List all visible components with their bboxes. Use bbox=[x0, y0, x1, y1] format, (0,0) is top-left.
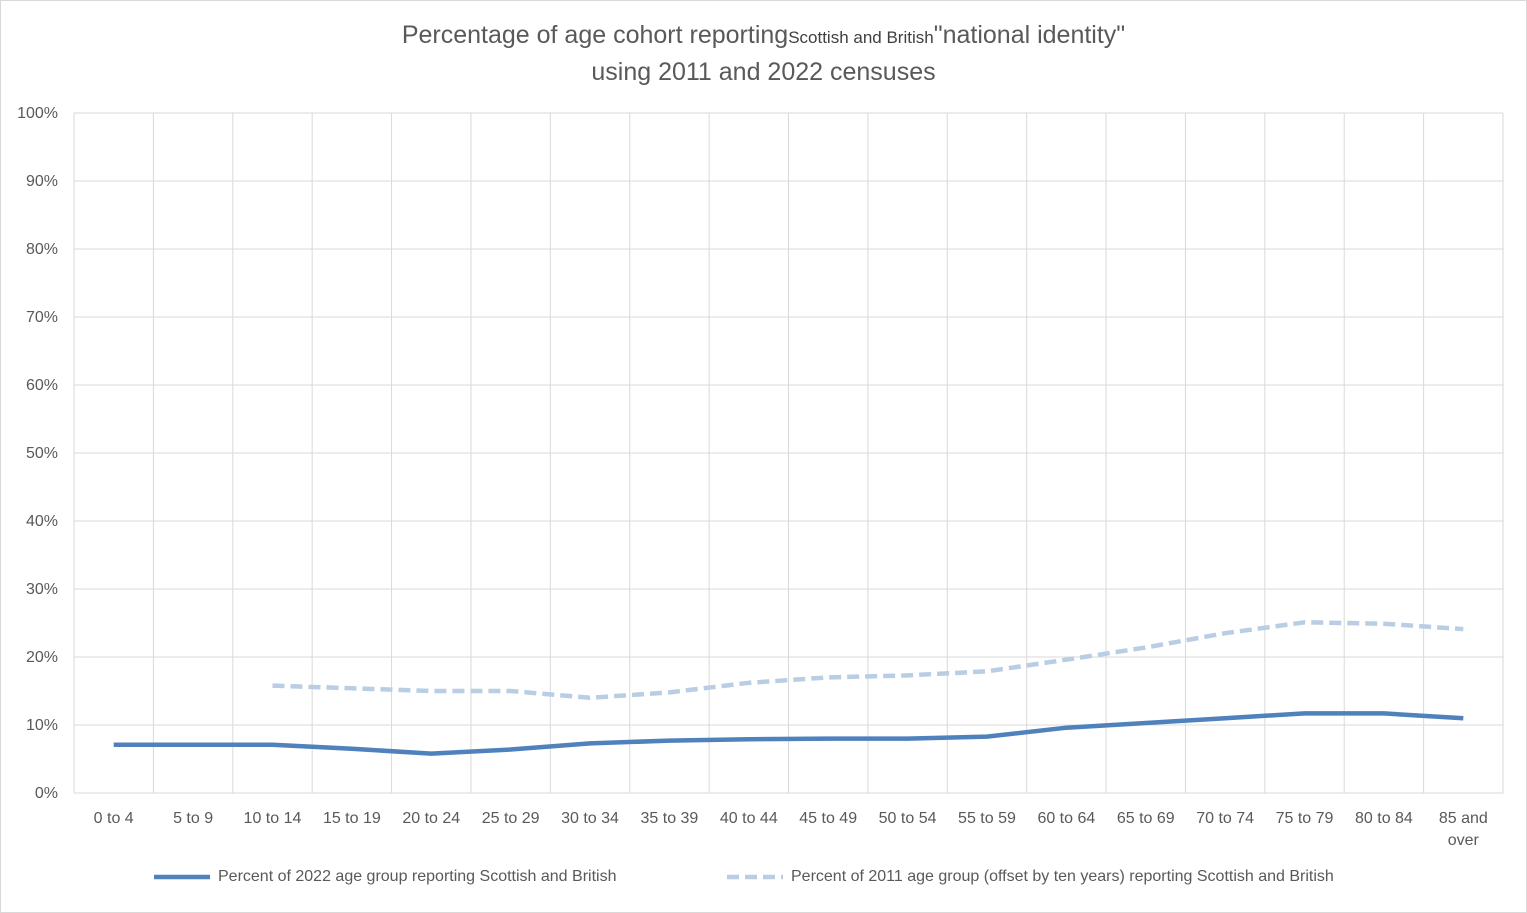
x-tick-label: 40 to 44 bbox=[720, 810, 778, 827]
y-tick-label: 30% bbox=[26, 581, 58, 598]
chart-title-part2: Scottish and British bbox=[788, 28, 934, 47]
y-tick-label: 50% bbox=[26, 445, 58, 462]
x-tick-label: 10 to 14 bbox=[244, 810, 302, 827]
x-tick-label: 65 to 69 bbox=[1117, 810, 1175, 827]
y-tick-label: 20% bbox=[26, 649, 58, 666]
chart-title: Percentage of age cohort reportingScotti… bbox=[0, 18, 1527, 90]
x-tick-label: 35 to 39 bbox=[641, 810, 699, 827]
y-tick-label: 80% bbox=[26, 241, 58, 258]
x-tick-label: 75 to 79 bbox=[1276, 810, 1334, 827]
chart-title-line1: Percentage of age cohort reportingScotti… bbox=[0, 18, 1527, 55]
chart-title-part3: "national identity" bbox=[933, 21, 1126, 49]
gridlines bbox=[73, 112, 1504, 794]
legend-label-2022: Percent of 2022 age group reporting Scot… bbox=[218, 868, 617, 885]
x-tick-label: 70 to 74 bbox=[1196, 810, 1254, 827]
y-tick-label: 60% bbox=[26, 377, 58, 394]
x-tick-label: 0 to 4 bbox=[94, 810, 134, 827]
x-tick-label: 25 to 29 bbox=[482, 810, 540, 827]
x-tick-label: 15 to 19 bbox=[323, 810, 381, 827]
x-tick-label: 60 to 64 bbox=[1037, 810, 1095, 827]
legend-swatch-dashed bbox=[727, 872, 783, 882]
legend-swatch-solid bbox=[154, 872, 210, 882]
y-axis-tick-labels: 0% 10% 20% 30% 40% 50% 60% 70% 80% 90% 100% bbox=[17, 105, 58, 802]
y-tick-label: 100% bbox=[17, 105, 58, 122]
chart-title-line2: using 2011 and 2022 censuses bbox=[591, 58, 936, 86]
x-tick-label: 80 to 84 bbox=[1355, 810, 1413, 827]
series-lines bbox=[113, 620, 1464, 756]
chart-title-part1: Percentage of age cohort reporting bbox=[401, 21, 789, 49]
y-tick-label: 0% bbox=[35, 785, 58, 802]
y-tick-label: 40% bbox=[26, 513, 58, 530]
x-tick-label: 45 to 49 bbox=[799, 810, 857, 827]
x-tick-label: 50 to 54 bbox=[879, 810, 937, 827]
y-tick-label: 10% bbox=[26, 717, 58, 734]
x-tick-label: 85 and over bbox=[1439, 810, 1488, 849]
series-line-2011 bbox=[272, 620, 1464, 701]
legend-label-2011: Percent of 2011 age group (offset by ten… bbox=[791, 868, 1334, 885]
legend-item-2011: Percent of 2011 age group (offset by ten… bbox=[727, 868, 1334, 886]
y-tick-label: 90% bbox=[26, 173, 58, 190]
x-tick-label: 20 to 24 bbox=[402, 810, 460, 827]
x-axis-tick-labels: 0 to 4 5 to 9 10 to 14 15 to 19 20 to 24 25 t… bbox=[94, 810, 1488, 849]
legend-item-2022: Percent of 2022 age group reporting Scot… bbox=[154, 868, 616, 886]
y-tick-label: 70% bbox=[26, 309, 58, 326]
x-tick-label: 30 to 34 bbox=[561, 810, 619, 827]
legend: Percent of 2022 age group reporting Scot… bbox=[0, 868, 1527, 896]
series-line-2022 bbox=[113, 711, 1464, 756]
x-tick-label: 5 to 9 bbox=[173, 810, 213, 827]
x-tick-label: 55 to 59 bbox=[958, 810, 1016, 827]
